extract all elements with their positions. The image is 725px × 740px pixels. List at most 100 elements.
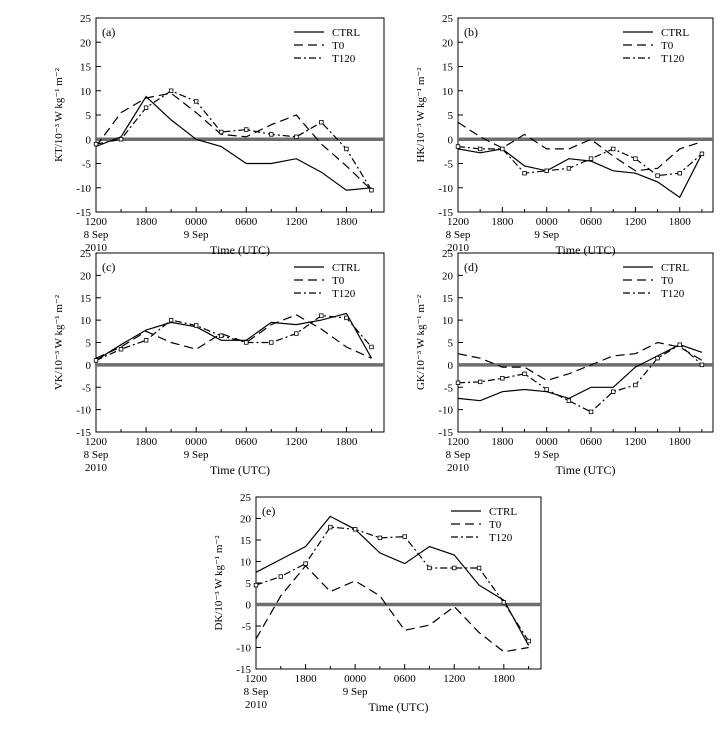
panel-a-series-t120-point	[143, 105, 149, 110]
panel-e-series-t120-point	[303, 561, 308, 566]
panel-e-ytick-label: 25	[240, 492, 252, 504]
panel-d-series-t120-point	[455, 380, 461, 385]
panel-d-label: (d)	[464, 260, 478, 274]
panel-d-xtick-label: 1200	[624, 436, 647, 448]
panel-e-ytick-label: -15	[236, 664, 251, 676]
panel-d-ytick-label: 20	[442, 270, 454, 282]
panel-b-series-t120-point	[544, 168, 549, 173]
panel-d-series-t120-point	[477, 379, 483, 385]
panel-d-xtick-label: 0000	[536, 436, 559, 448]
panel-e-series-t120-point	[278, 574, 283, 579]
panel-a-legend-label: T120	[332, 53, 356, 65]
panel-a-xtick-label: 1800	[135, 216, 158, 228]
panel-e-legend-label: T120	[489, 532, 513, 544]
panel-e-series-t120-line	[255, 526, 530, 642]
panel-a-series-t120-point	[93, 141, 99, 147]
panel-d-xtick-label: 1200	[447, 436, 470, 448]
panel-d-xtick-label: 1800	[491, 436, 514, 448]
panel-a-xtick-label: 1800	[335, 216, 358, 228]
panel-e-series-t120-point	[501, 600, 507, 605]
panel-c-xtick-label: 1800	[135, 436, 158, 448]
panel-e-xtick-label: 0600	[394, 673, 417, 685]
panel-e-series-t120-point	[526, 638, 531, 644]
panel-c-legend-label: T0	[332, 275, 345, 287]
panel-c-xtick-label: 1200	[85, 436, 108, 448]
panel-d-date-label: 9 Sep	[534, 449, 559, 461]
panel-c-ytick-label: -15	[76, 427, 91, 439]
panel-b-xtick-label: 0000	[536, 216, 559, 228]
panel-c-series-t120-point	[118, 347, 124, 352]
panel-e-xaxis-title: Time (UTC)	[369, 700, 429, 714]
panel-e-date-label: 8 Sep	[244, 686, 269, 698]
panel-e-series-t120-point	[328, 524, 333, 530]
panel-c-ytick-label: 15	[80, 293, 92, 305]
panel-d-series-ctrl-line	[457, 344, 703, 402]
panel-d-ytick-label: 25	[442, 248, 454, 260]
panel-c-xtick-label: 0600	[235, 436, 258, 448]
panel-b-date-label: 8 Sep	[446, 229, 471, 241]
panel-e-series-t120-point	[452, 565, 457, 571]
panel-b-xtick-label: 1800	[491, 216, 514, 228]
panel-a-xaxis-title: Time (UTC)	[210, 243, 270, 257]
panel-c-series-t120-point	[294, 331, 299, 336]
panel-a-series-ctrl-line	[95, 95, 372, 191]
panel-b-ytick-label: 5	[448, 110, 454, 122]
panel-b-yaxis-title: HK/10⁻³ W kg⁻¹ m⁻²	[415, 67, 427, 163]
panel-b-series-t120-line	[457, 145, 703, 177]
panel-a-legend-label: CTRL	[332, 27, 360, 39]
panel-d-ytick-label: -10	[438, 405, 453, 417]
panel-c-series-t120-line	[95, 314, 372, 361]
panel-b-xtick-label: 1200	[447, 216, 470, 228]
panel-d-series-t120-point	[544, 387, 549, 392]
panel-c-series-t120-point	[143, 338, 149, 343]
panel-b-series-t0-line	[457, 121, 703, 172]
panel-e-series-t120-point	[253, 582, 259, 588]
panel-d-ytick-label: -5	[444, 382, 454, 394]
panel-e-xtick-label: 0000	[344, 673, 367, 685]
panel-c-series-ctrl-line	[95, 312, 373, 361]
panel-b-ytick-label: -15	[438, 207, 453, 219]
panel-c-xaxis-title: Time (UTC)	[210, 463, 270, 477]
panel-e-series-ctrl-line	[255, 515, 530, 646]
panel-b-ytick-label: 20	[442, 37, 454, 49]
panel-b-date-label: 9 Sep	[534, 229, 559, 241]
panel-d-date-label: 8 Sep	[446, 449, 471, 461]
panel-d-xtick-label: 1800	[669, 436, 692, 448]
panel-b-series-t120-point	[611, 146, 616, 152]
panel-e-ytick-label: 0	[246, 600, 252, 612]
panel-b-ytick-label: 0	[448, 134, 454, 146]
panel-b-series-t120-point	[655, 173, 660, 178]
panel-a-xtick-label: 1200	[285, 216, 308, 228]
panel-c-series-t120-point	[219, 333, 224, 338]
panel-d-series-t120-point	[500, 376, 505, 381]
panel-b-xtick-label: 1800	[669, 216, 692, 228]
panel-a-series-t120-point	[344, 146, 349, 152]
panel-b-series-t120-point	[699, 151, 705, 156]
panel-b-series-t120-point	[566, 166, 572, 171]
panel-b-series-t120-point	[633, 156, 638, 161]
panel-e-series-t120-point	[427, 565, 432, 571]
panel-a-series-t120-line	[95, 90, 373, 191]
panel-e-legend-label: T0	[489, 519, 502, 531]
panel-e-xtick-label: 1800	[295, 673, 318, 685]
panel-e-year-label: 2010	[245, 699, 268, 711]
panel-d-series-t120-point	[588, 409, 594, 415]
panel-a-series-t0-line	[95, 92, 372, 191]
panel-b-series-t120-point	[677, 170, 682, 176]
panel-d-series-t120-line	[457, 343, 703, 413]
panel-a-ytick-label: 0	[86, 134, 92, 146]
panel-c-ytick-label: -5	[82, 382, 92, 394]
panel-a-ytick-label: 20	[80, 37, 92, 49]
panel-e-ytick-label: -10	[236, 643, 251, 655]
panel-a-series-t120-point	[168, 88, 174, 93]
panel-b-ytick-label: 10	[442, 86, 454, 98]
panel-b-series-t120-point	[522, 170, 527, 176]
panel-e-xtick-label: 1200	[245, 673, 268, 685]
panel-b-xtick-label: 1200	[624, 216, 647, 228]
panel-c-xtick-label: 1200	[285, 436, 308, 448]
panel-e-series-t120-point	[377, 535, 383, 541]
panel-a-series-t120-point	[294, 134, 299, 140]
panel-c-label: (c)	[102, 260, 115, 274]
